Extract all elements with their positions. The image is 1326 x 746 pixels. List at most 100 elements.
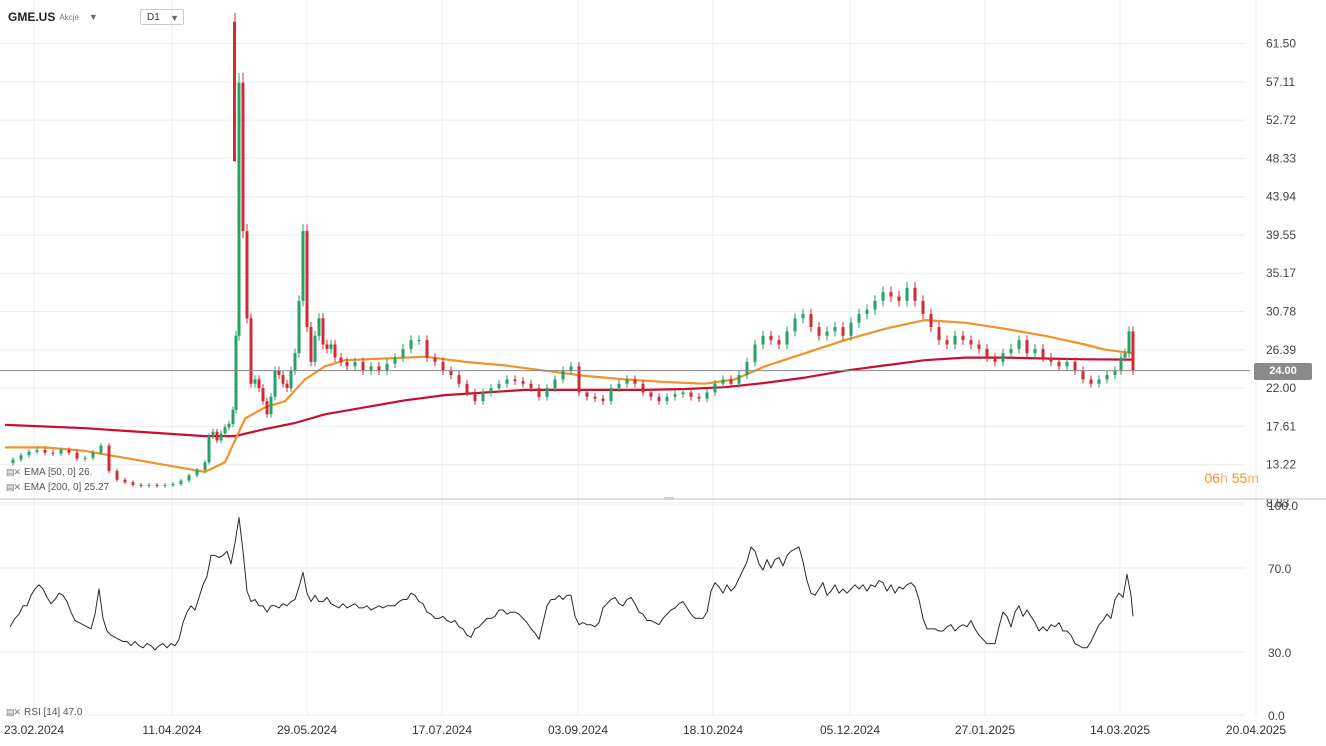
candle-body <box>1089 379 1093 384</box>
candle-body <box>697 396 701 399</box>
settings-icon[interactable]: ▤✕ <box>6 707 21 717</box>
candle-body <box>497 383 501 389</box>
candle-body <box>1065 361 1069 367</box>
candle-body <box>67 450 71 453</box>
legend-rsi[interactable]: ▤✕ RSI [14] 47.0 <box>6 707 82 718</box>
timeframe-value: D1 <box>147 12 160 23</box>
settings-icon[interactable]: ▤✕ <box>6 482 21 492</box>
candle-body <box>155 484 159 486</box>
candle-body <box>361 361 365 371</box>
candle-body <box>937 327 941 341</box>
date-tick-label: 11.04.2024 <box>142 723 201 737</box>
date-tick-label: 29.05.2024 <box>277 723 337 737</box>
candle-body <box>261 388 265 402</box>
candle-body <box>1001 353 1005 362</box>
candle-body <box>115 470 119 480</box>
candle-body <box>269 396 273 415</box>
candle-body <box>713 383 717 393</box>
candle-body <box>545 388 549 397</box>
price-tick-label: 61.50 <box>1266 37 1296 51</box>
date-tick-label: 20.04.2025 <box>1226 723 1286 737</box>
candle-body <box>219 433 223 441</box>
candle-body <box>131 482 135 485</box>
candle-body <box>99 445 103 453</box>
candle-body <box>1123 353 1127 358</box>
candle-body <box>171 484 175 486</box>
candle-body <box>203 462 207 471</box>
candle-body <box>953 335 957 345</box>
candle-body <box>609 388 613 402</box>
candle-body <box>1105 375 1109 380</box>
price-tick-label: 17.61 <box>1266 419 1296 433</box>
candle-body <box>1033 348 1037 354</box>
candle-body <box>313 335 317 362</box>
candle-body <box>913 287 917 301</box>
candle-body <box>1113 370 1117 376</box>
candle-body <box>737 375 741 384</box>
candle-body <box>977 344 981 349</box>
candle-body <box>505 379 509 384</box>
candle-body <box>793 318 797 332</box>
candle-body <box>353 361 357 367</box>
date-tick-label: 23.02.2024 <box>4 723 64 737</box>
candle-body <box>215 431 219 441</box>
rsi-line <box>9 517 1134 651</box>
candle-body <box>785 331 789 345</box>
candle-body <box>809 313 813 328</box>
candle-body <box>377 366 381 371</box>
candle-body <box>1127 331 1131 354</box>
legend-ema50[interactable]: ▤✕ EMA [50, 0] 26. <box>6 467 92 478</box>
candle-body <box>223 427 227 434</box>
candle-body <box>841 327 845 336</box>
candle-body <box>1017 340 1021 349</box>
candle-body <box>449 370 453 376</box>
candle-body <box>27 451 31 456</box>
candle-body <box>889 292 893 297</box>
candle-body <box>729 379 733 384</box>
candle-body <box>553 379 557 389</box>
price-tick-label: 22.00 <box>1266 381 1296 395</box>
candle-body <box>139 484 143 486</box>
date-tick-label: 17.07.2024 <box>412 723 472 737</box>
candle-body <box>241 82 245 232</box>
candle-body <box>1025 340 1029 354</box>
candle-body <box>481 392 485 402</box>
candle-body <box>233 21 236 162</box>
candle-body <box>441 361 445 371</box>
candle-body <box>265 401 269 415</box>
candle-timer: 06h 55m <box>1204 470 1259 486</box>
candle-body <box>179 480 183 485</box>
candle-body <box>985 348 989 358</box>
price-tick-label: 43.94 <box>1266 190 1296 204</box>
candle-body <box>585 392 589 397</box>
candle-body <box>641 383 645 393</box>
candle-body <box>1097 379 1101 384</box>
candle-body <box>849 322 853 336</box>
legend-ema200-label: EMA [200, 0] 25.27 <box>24 482 110 493</box>
panel-resize-handle[interactable] <box>664 497 674 500</box>
candle-body <box>801 313 805 319</box>
price-tick-label: 35.17 <box>1266 266 1296 280</box>
candle-body <box>305 231 309 328</box>
symbol-name: GME.US <box>8 10 56 24</box>
candle-body <box>561 370 565 380</box>
timeframe-select[interactable]: D1 ▼ <box>140 9 184 25</box>
settings-icon[interactable]: ▤✕ <box>6 467 21 477</box>
candle-body <box>43 450 47 453</box>
rsi-tick-label: 30.0 <box>1268 646 1292 660</box>
candle-body <box>897 296 901 301</box>
symbol-header[interactable]: GME.US Akcje ▼ <box>8 8 98 26</box>
chevron-down-icon[interactable]: ▼ <box>88 12 98 22</box>
chevron-down-icon[interactable]: ▼ <box>170 13 179 23</box>
candle-body <box>1131 331 1135 371</box>
candle-body <box>321 318 325 345</box>
rsi-tick-label: 100.0 <box>1268 499 1298 513</box>
candle-body <box>293 353 297 371</box>
candle-body <box>569 366 573 371</box>
candle-body <box>1073 361 1077 371</box>
candle-body <box>1049 357 1053 362</box>
legend-ema200[interactable]: ▤✕ EMA [200, 0] 25.27 <box>6 482 109 493</box>
price-tick-label: 48.33 <box>1266 151 1296 165</box>
candle-body <box>457 375 461 384</box>
